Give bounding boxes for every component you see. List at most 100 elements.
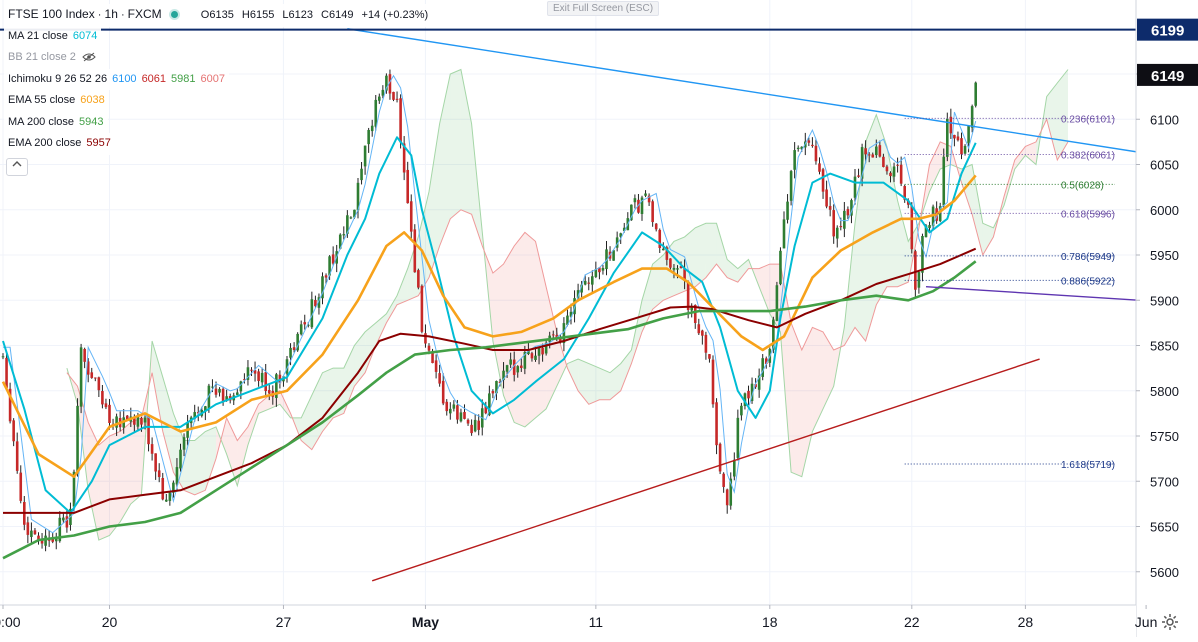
candle[interactable] [388, 69, 392, 100]
candle[interactable] [104, 398, 108, 410]
candle[interactable] [257, 368, 260, 387]
candle[interactable] [974, 81, 977, 108]
candle[interactable] [491, 389, 495, 399]
fibonacci-retracement[interactable]: 0.236(6101) 0.382(6061) 0.5(6028) 0.618(599… [904, 114, 1115, 471]
candle[interactable] [910, 202, 914, 254]
candle[interactable] [86, 358, 90, 383]
candle[interactable] [385, 73, 388, 94]
indicator-row[interactable]: MA 21 close 6074 [4, 25, 432, 47]
candle[interactable] [502, 362, 505, 389]
candle[interactable] [722, 472, 725, 493]
candle[interactable] [789, 169, 793, 206]
candle[interactable] [310, 291, 314, 329]
candle[interactable] [903, 184, 906, 203]
candle[interactable] [942, 148, 946, 210]
candle[interactable] [733, 452, 736, 481]
symbol-name[interactable]: FTSE 100 Index [8, 7, 95, 21]
candle[interactable] [761, 354, 764, 381]
candle[interactable] [562, 317, 566, 352]
interval[interactable]: 1h [104, 7, 118, 21]
candle[interactable] [406, 161, 409, 204]
candle[interactable] [963, 144, 967, 156]
candle[interactable] [399, 94, 402, 149]
candle[interactable] [853, 169, 857, 205]
candle[interactable] [637, 193, 640, 214]
candle[interactable] [392, 91, 395, 102]
candle[interactable] [534, 346, 537, 362]
candle[interactable] [956, 131, 960, 142]
candle[interactable] [168, 491, 172, 506]
candle[interactable] [473, 414, 477, 433]
candle[interactable] [189, 415, 193, 430]
candle[interactable] [477, 414, 480, 436]
candle[interactable] [736, 409, 740, 461]
candle[interactable] [818, 157, 821, 175]
trendline[interactable] [347, 28, 1189, 161]
candle[interactable] [150, 437, 154, 461]
indicator-row[interactable]: MA 200 close 5943 [4, 111, 432, 133]
candle[interactable] [264, 363, 267, 396]
candle[interactable] [90, 367, 94, 379]
candle[interactable] [299, 320, 303, 336]
candle[interactable] [864, 140, 867, 164]
candle[interactable] [83, 347, 86, 369]
candle[interactable] [612, 249, 615, 261]
candle[interactable] [821, 167, 825, 199]
candle[interactable] [715, 398, 718, 455]
candle[interactable] [5, 351, 8, 389]
candle[interactable] [161, 472, 165, 501]
candle[interactable] [793, 142, 796, 179]
candle[interactable] [960, 132, 963, 160]
candle[interactable] [882, 153, 885, 168]
gear-icon[interactable] [1160, 612, 1180, 632]
candle[interactable] [463, 404, 466, 420]
candle[interactable] [970, 104, 974, 133]
candle[interactable] [54, 532, 58, 550]
candle[interactable] [26, 516, 30, 544]
candle[interactable] [495, 380, 498, 401]
candle[interactable] [452, 400, 456, 412]
candle[interactable] [356, 178, 360, 219]
candle[interactable] [693, 304, 697, 329]
candle[interactable] [260, 367, 264, 387]
price-axis[interactable]: 5600 5650 5700 5750 5800 5850 5900 5950 6000 6050… [1135, 0, 1198, 637]
candle[interactable] [928, 221, 931, 232]
time-axis[interactable]: 00:00 20 27 May 11 18 22 28 Jun [0, 604, 1157, 637]
candle[interactable] [509, 352, 512, 368]
candle[interactable] [875, 139, 878, 158]
candle[interactable] [172, 480, 175, 498]
candle[interactable] [729, 472, 733, 510]
candle[interactable] [267, 384, 271, 401]
candle[interactable] [953, 134, 956, 147]
candle[interactable] [466, 418, 470, 426]
candle[interactable] [708, 354, 711, 363]
candle[interactable] [154, 453, 157, 480]
candle[interactable] [896, 157, 899, 173]
candle[interactable] [303, 314, 307, 330]
candle[interactable] [786, 194, 789, 224]
candle[interactable] [843, 202, 846, 238]
candle[interactable] [857, 168, 860, 178]
indicator-row[interactable]: EMA 200 close 5957 [4, 133, 432, 155]
candle[interactable] [669, 258, 672, 270]
candle[interactable] [374, 95, 378, 131]
candle[interactable] [775, 281, 779, 322]
candle[interactable] [828, 197, 832, 217]
candle[interactable] [360, 161, 363, 185]
candle[interactable] [324, 273, 328, 285]
candle[interactable] [165, 493, 168, 502]
candle[interactable] [899, 156, 903, 187]
candle[interactable] [701, 329, 704, 345]
candle[interactable] [704, 331, 708, 360]
candle[interactable] [147, 414, 150, 452]
candle[interactable] [15, 432, 19, 474]
candle[interactable] [921, 233, 924, 282]
exit-full-screen-button[interactable]: Exit Full Screen (ESC) [547, 1, 660, 16]
candle[interactable] [782, 211, 786, 249]
candle[interactable] [505, 364, 509, 378]
collapse-legend-button[interactable] [6, 157, 28, 176]
candle[interactable] [949, 108, 953, 139]
candle[interactable] [946, 112, 949, 162]
